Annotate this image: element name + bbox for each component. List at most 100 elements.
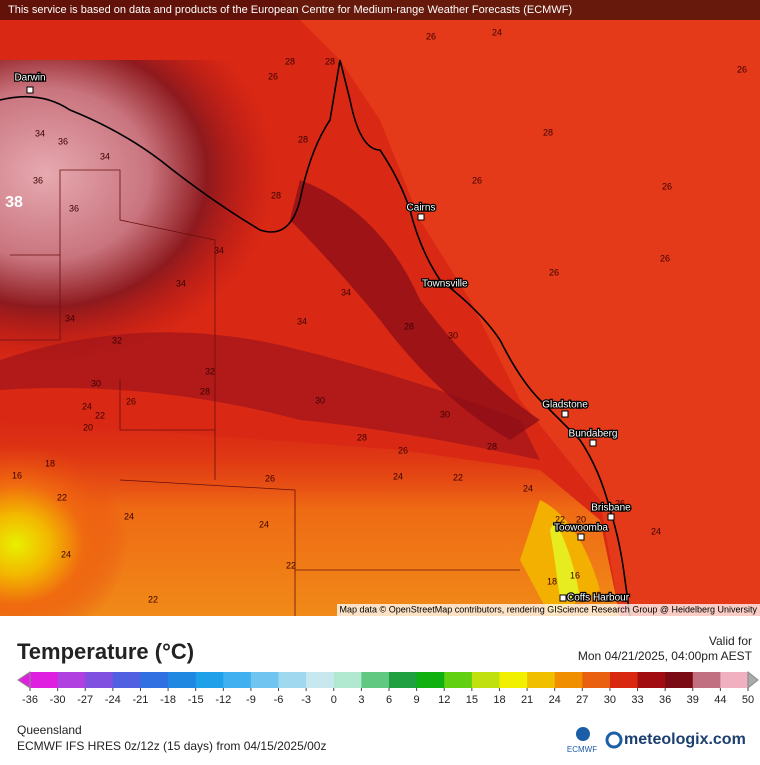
colorbar: -36 -30 -27 -24 -21 -18 -15 -12 -9 -6 -3 0 3 6 9 12 15 18… (17, 670, 759, 706)
colorbar-tick-label: 21 (521, 694, 533, 706)
colorbar-segment (30, 672, 59, 688)
contour-label: 16 (570, 570, 580, 580)
contour-label: 26 (737, 64, 747, 74)
contour-label: 24 (523, 483, 533, 493)
contour-label: 22 (95, 410, 105, 420)
contour-label: 30 (448, 330, 458, 340)
valid-time: Mon 04/21/2025, 04:00pm AEST (578, 649, 753, 663)
colorbar-arrow-right (747, 670, 759, 690)
ecmwf-logo: ECMWF (567, 745, 597, 754)
colorbar-tick-label: 39 (687, 694, 699, 706)
contour-label: 22 (57, 492, 67, 502)
contour-label: 28 (487, 441, 497, 451)
colorbar-segment (637, 672, 666, 688)
model-info: ECMWF IFS HRES 0z/12z (15 days) from 04/… (17, 739, 326, 753)
colorbar-tick-label: 9 (414, 694, 420, 706)
contour-label: 36 (33, 175, 43, 185)
city-marker (561, 410, 569, 418)
colorbar-tick-label: 50 (742, 694, 754, 706)
contour-label: 36 (58, 136, 68, 146)
contour-label: 34 (297, 316, 307, 326)
colorbar-segment (168, 672, 197, 688)
contour-label: 28 (271, 190, 281, 200)
contour-label: 28 (200, 386, 210, 396)
contour-label: 26 (126, 396, 136, 406)
colorbar-segment (112, 672, 141, 688)
colorbar-tick-label: -15 (188, 694, 204, 706)
contour-label: 28 (285, 56, 295, 66)
contour-label: 32 (205, 366, 215, 376)
colorbar-tick-label: -6 (274, 694, 284, 706)
contour-layer: 26 24 26 28 28 26 28 34 36 34 36 36 38 28 28 26 26 34 34 34… (5, 27, 747, 604)
ecmwf-icon (576, 727, 590, 741)
colorbar-segment (223, 672, 252, 688)
colorbar-tick-label: 0 (331, 694, 337, 706)
colorbar-segment (499, 672, 528, 688)
city-marker (559, 594, 567, 602)
city-marker (607, 513, 615, 521)
colorbar-segment (720, 672, 749, 688)
colorbar-tick-label: -18 (160, 694, 176, 706)
contour-label: 20 (576, 514, 586, 524)
contour-label: 20 (83, 422, 93, 432)
contour-label: 30 (440, 409, 450, 419)
city-label: Coffs Harbour (567, 593, 630, 604)
contour-label: 24 (492, 27, 502, 37)
colorbar-tick-label: -30 (50, 694, 66, 706)
contour-label: 26 (426, 31, 436, 41)
contour-label: 34 (65, 313, 75, 323)
city-label: Brisbane (591, 503, 631, 514)
colorbar-tick-label: 30 (604, 694, 616, 706)
contour-label: 28 (543, 127, 553, 137)
colorbar-segment (306, 672, 335, 688)
city-label: Townsville (422, 279, 468, 290)
attribution: Map data © OpenStreetMap contributors, r… (340, 604, 758, 614)
contour-label: 28 (325, 56, 335, 66)
colorbar-segment (665, 672, 694, 688)
colorbar-segment (554, 672, 583, 688)
contour-label: 26 (268, 71, 278, 81)
colorbar-segment (527, 672, 556, 688)
colorbar-segment (278, 672, 307, 688)
contour-label: 24 (124, 511, 134, 521)
contour-label: 22 (148, 594, 158, 604)
contour-label: 34 (176, 278, 186, 288)
contour-label: 22 (555, 514, 565, 524)
brand: meteologix.com (624, 731, 746, 748)
contour-label: 18 (45, 458, 55, 468)
map (0, 0, 760, 617)
colorbar-tick-label: -24 (105, 694, 121, 706)
contour-label: 30 (315, 395, 325, 405)
colorbar-tick-label: -21 (133, 694, 149, 706)
colorbar-tick-label: 12 (438, 694, 450, 706)
colorbar-tick-label: 36 (659, 694, 671, 706)
contour-label: 22 (286, 560, 296, 570)
contour-label: 32 (112, 335, 122, 345)
contour-label: 26 (549, 267, 559, 277)
city-layer: Darwin Cairns Townsville Gladstone Bundaberg… (13, 71, 632, 605)
contour-label: 24 (651, 526, 661, 536)
colorbar-tick-label: 3 (358, 694, 364, 706)
colorbar-segment (692, 672, 721, 688)
colorbar-tick-label: 15 (466, 694, 478, 706)
city-marker (417, 213, 425, 221)
contour-label: 26 (472, 175, 482, 185)
city-marker (577, 533, 585, 541)
city-label: Bundaberg (569, 429, 618, 440)
legend-title: Temperature (°C) (17, 639, 194, 664)
colorbar-segment (57, 672, 86, 688)
city-label: Gladstone (542, 400, 588, 411)
colorbar-tick-label: 44 (714, 694, 726, 706)
colorbar-tick-label: 27 (576, 694, 588, 706)
colorbar-segment (471, 672, 500, 688)
colorbar-segment (140, 672, 169, 688)
contour-label: 34 (100, 151, 110, 161)
city-label: Toowoomba (554, 523, 608, 534)
contour-label: 26 (662, 181, 672, 191)
colorbar-tick-label: -3 (301, 694, 311, 706)
city-label: Darwin (14, 73, 45, 84)
contour-label: 26 (660, 253, 670, 263)
contour-label: 34 (341, 287, 351, 297)
colorbar-tick-label: -12 (215, 694, 231, 706)
